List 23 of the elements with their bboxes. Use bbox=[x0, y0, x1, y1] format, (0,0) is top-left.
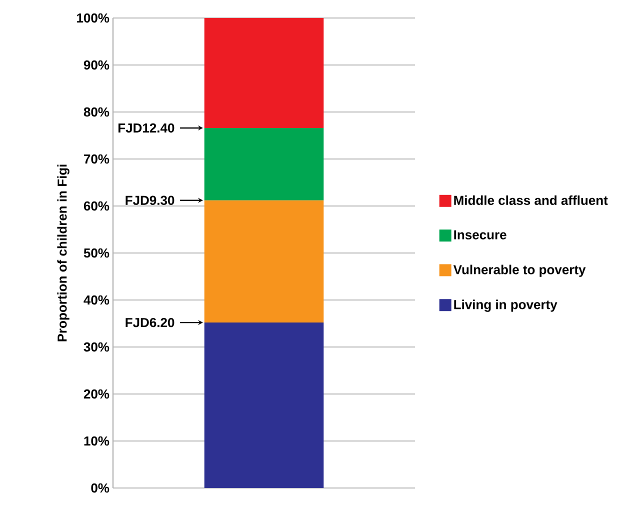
y-tick-label: 0% bbox=[91, 483, 110, 493]
y-tick-label: 10% bbox=[84, 436, 110, 446]
y-axis-title: Proportion of children in Figi bbox=[57, 164, 70, 342]
legend-label: Insecure bbox=[454, 230, 506, 240]
y-tick-label: 30% bbox=[84, 342, 110, 352]
legend-label: Vulnerable to poverty bbox=[453, 264, 586, 277]
y-tick-label: 100% bbox=[77, 13, 110, 23]
y-tick-label: 20% bbox=[84, 389, 110, 399]
y-tick-label: 80% bbox=[84, 107, 110, 117]
bar bbox=[204, 322, 324, 488]
bar bbox=[204, 200, 324, 323]
bar bbox=[204, 128, 324, 200]
annotation: FJD9.30 bbox=[126, 196, 174, 205]
annotation: FJD6.20 bbox=[126, 318, 174, 328]
y-tick-label: 60% bbox=[84, 201, 110, 211]
y-tick-label: 50% bbox=[84, 248, 110, 258]
y-tick-label: 40% bbox=[84, 295, 110, 305]
y-tick-label: 90% bbox=[84, 60, 110, 70]
annotation: FJD12.40 bbox=[118, 123, 174, 133]
legend-label: Middle class and affluent bbox=[454, 195, 608, 205]
legend-label: Living in poverty bbox=[454, 300, 558, 312]
y-tick-label: 70% bbox=[84, 154, 110, 164]
bar bbox=[204, 18, 324, 128]
